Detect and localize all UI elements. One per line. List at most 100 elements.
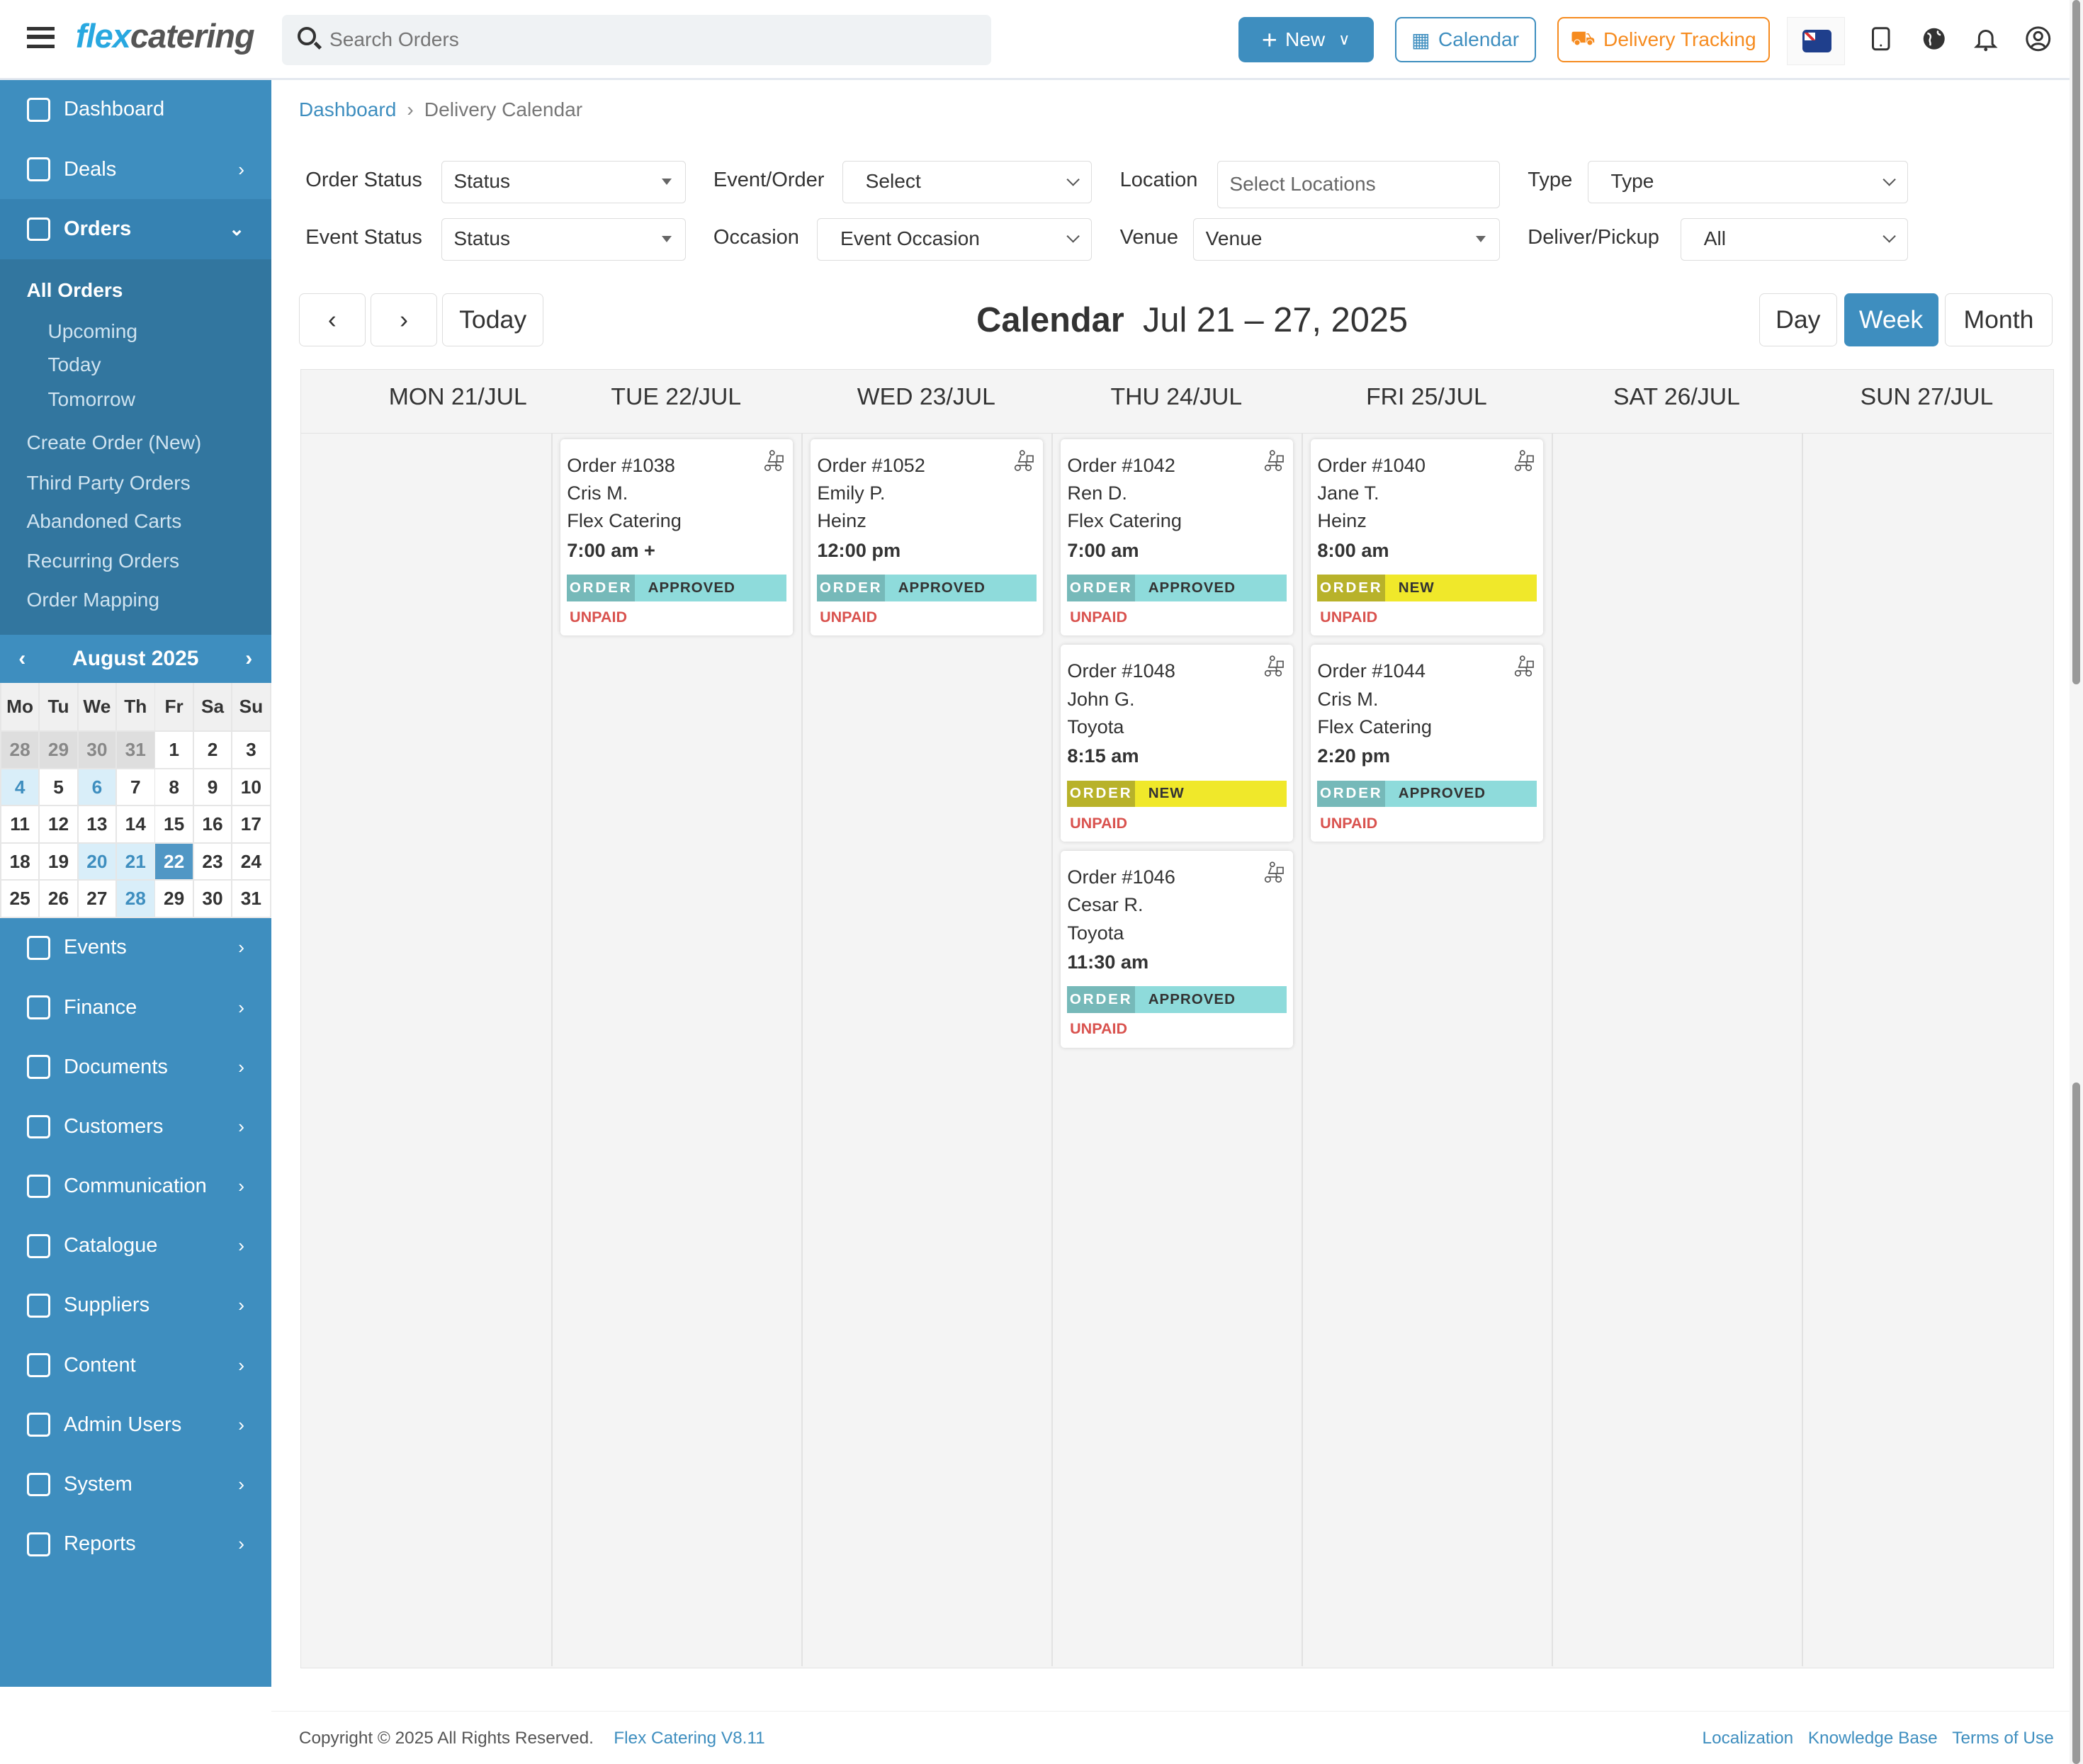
mini-cal-day[interactable]: 18	[1, 843, 39, 880]
mini-cal-day[interactable]: 30	[193, 881, 232, 917]
mini-cal-day[interactable]: 14	[117, 806, 154, 842]
mini-cal-day[interactable]: 8	[155, 769, 193, 805]
deliver-pickup-select[interactable]: All	[1680, 217, 1908, 261]
knowledge-base-link[interactable]: Knowledge Base	[1807, 1729, 1938, 1748]
search-input[interactable]	[329, 14, 967, 65]
submenu-today[interactable]: Today	[47, 353, 101, 375]
today-button[interactable]: Today	[442, 293, 543, 347]
submenu-create-order[interactable]: Create Order (New)	[26, 431, 202, 454]
submenu-abandoned-carts[interactable]: Abandoned Carts	[26, 510, 182, 532]
mini-cal-day[interactable]: 23	[193, 843, 232, 880]
submenu-third-party[interactable]: Third Party Orders	[26, 471, 191, 494]
sidebar-item-dashboard[interactable]: Dashboard	[0, 80, 271, 140]
order-card[interactable]: Order #1044 Cris M. Flex Catering 2:20 p…	[1311, 645, 1544, 842]
mini-cal-day[interactable]: 4	[1, 769, 39, 805]
globe-icon[interactable]	[1921, 26, 1948, 52]
mini-cal-day[interactable]: 17	[232, 806, 270, 842]
mini-cal-day[interactable]: 29	[155, 881, 193, 917]
mini-cal-day[interactable]: 15	[155, 806, 193, 842]
type-select[interactable]: Type	[1587, 160, 1908, 203]
bell-icon[interactable]	[1972, 26, 1999, 52]
order-status-select[interactable]: Status	[441, 160, 686, 203]
mini-cal-day[interactable]: 29	[40, 732, 77, 768]
submenu-recurring[interactable]: Recurring Orders	[26, 550, 180, 572]
mini-cal-day[interactable]: 21	[117, 843, 154, 880]
localization-link[interactable]: Localization	[1702, 1729, 1794, 1748]
mini-cal-day[interactable]: 19	[40, 843, 77, 880]
date-range: Jul 21 – 27, 2025	[1143, 300, 1409, 339]
mini-cal-day[interactable]: 30	[78, 732, 116, 768]
sidebar-item-system[interactable]: System ›	[0, 1454, 271, 1514]
mini-cal-next-icon[interactable]: ›	[245, 647, 253, 670]
mini-cal-day[interactable]: 3	[232, 732, 270, 768]
order-card[interactable]: Order #1038 Cris M. Flex Catering 7:00 a…	[560, 439, 794, 636]
venue-select[interactable]: Venue	[1192, 217, 1500, 261]
version-link[interactable]: Flex Catering V8.11	[614, 1729, 765, 1748]
tablet-icon[interactable]	[1868, 26, 1895, 52]
mini-cal-prev-icon[interactable]: ‹	[18, 647, 26, 670]
order-card[interactable]: Order #1042 Ren D. Flex Catering 7:00 am…	[1060, 439, 1294, 636]
sidebar-item-events[interactable]: Events ›	[0, 918, 271, 978]
prev-week-button[interactable]: ‹	[298, 293, 366, 347]
calendar-button[interactable]: ▦ Calendar	[1394, 17, 1536, 63]
logo[interactable]: flexcatering	[75, 18, 255, 55]
mini-cal-day[interactable]: 27	[78, 881, 116, 917]
mini-cal-day[interactable]: 12	[40, 806, 77, 842]
hamburger-menu-icon[interactable]	[26, 26, 55, 48]
australia-flag-icon[interactable]	[1786, 17, 1846, 65]
mini-cal-day[interactable]: 7	[117, 769, 154, 805]
order-time: 7:00 am +	[567, 538, 655, 561]
mini-cal-day[interactable]: 5	[40, 769, 77, 805]
event-order-select[interactable]: Select	[842, 160, 1093, 203]
order-card[interactable]: Order #1052 Emily P. Heinz 12:00 pm ORDE…	[810, 439, 1044, 636]
mini-cal-day[interactable]: 1	[155, 732, 193, 768]
sidebar-item-finance[interactable]: Finance ›	[0, 978, 271, 1037]
sidebar-item-deals[interactable]: Deals ›	[0, 140, 271, 199]
mini-cal-day[interactable]: 20	[78, 843, 116, 880]
sidebar-item-communication[interactable]: Communication ›	[0, 1156, 271, 1216]
mini-cal-day[interactable]: 16	[193, 806, 232, 842]
terms-link[interactable]: Terms of Use	[1952, 1729, 2054, 1748]
new-button[interactable]: + New ∨	[1238, 17, 1374, 63]
mini-cal-day[interactable]: 9	[193, 769, 232, 805]
view-month-button[interactable]: Month	[1945, 293, 2053, 347]
mini-cal-day[interactable]: 31	[232, 881, 270, 917]
mini-cal-day[interactable]: 11	[1, 806, 39, 842]
view-week-button[interactable]: Week	[1844, 293, 1938, 347]
mini-cal-day[interactable]: 31	[117, 732, 154, 768]
submenu-tomorrow[interactable]: Tomorrow	[47, 388, 135, 410]
location-select[interactable]: Select Locations	[1217, 160, 1500, 209]
sidebar-item-catalogue[interactable]: Catalogue ›	[0, 1216, 271, 1276]
order-card[interactable]: Order #1040 Jane T. Heinz 8:00 am ORDER N…	[1311, 439, 1544, 636]
sidebar-item-orders[interactable]: Orders ⌄	[0, 199, 271, 259]
mini-cal-day[interactable]: 6	[78, 769, 116, 805]
sidebar-item-reports[interactable]: Reports ›	[0, 1515, 271, 1574]
order-card[interactable]: Order #1048 John G. Toyota 8:15 am ORDER…	[1060, 645, 1294, 842]
scrollbar[interactable]	[2070, 0, 2083, 1764]
occasion-select[interactable]: Event Occasion	[817, 217, 1093, 261]
view-day-button[interactable]: Day	[1759, 293, 1838, 347]
mini-cal-day[interactable]: 22	[155, 843, 193, 880]
mini-cal-day[interactable]: 24	[232, 843, 270, 880]
submenu-upcoming[interactable]: Upcoming	[47, 320, 138, 342]
sidebar-item-suppliers[interactable]: Suppliers ›	[0, 1276, 271, 1335]
sidebar-item-content[interactable]: Content ›	[0, 1335, 271, 1395]
mini-cal-day[interactable]: 2	[193, 732, 232, 768]
submenu-order-mapping[interactable]: Order Mapping	[26, 588, 160, 611]
sidebar-item-customers[interactable]: Customers ›	[0, 1097, 271, 1156]
mini-cal-day[interactable]: 26	[40, 881, 77, 917]
user-account-icon[interactable]	[2025, 26, 2052, 52]
mini-cal-day[interactable]: 28	[1, 732, 39, 768]
mini-cal-day[interactable]: 13	[78, 806, 116, 842]
mini-cal-day[interactable]: 25	[1, 881, 39, 917]
sidebar-item-documents[interactable]: Documents ›	[0, 1037, 271, 1097]
next-week-button[interactable]: ›	[371, 293, 437, 347]
sidebar-item-admin-users[interactable]: Admin Users ›	[0, 1395, 271, 1454]
submenu-all-orders[interactable]: All Orders	[26, 278, 123, 301]
mini-cal-day[interactable]: 10	[232, 769, 270, 805]
mini-cal-day[interactable]: 28	[117, 881, 154, 917]
event-status-select[interactable]: Status	[441, 217, 686, 261]
order-card[interactable]: Order #1046 Cesar R. Toyota 11:30 am ORD…	[1060, 851, 1294, 1048]
delivery-tracking-button[interactable]: ⛟ Delivery Tracking	[1557, 17, 1770, 63]
breadcrumb-dashboard[interactable]: Dashboard	[298, 98, 397, 120]
